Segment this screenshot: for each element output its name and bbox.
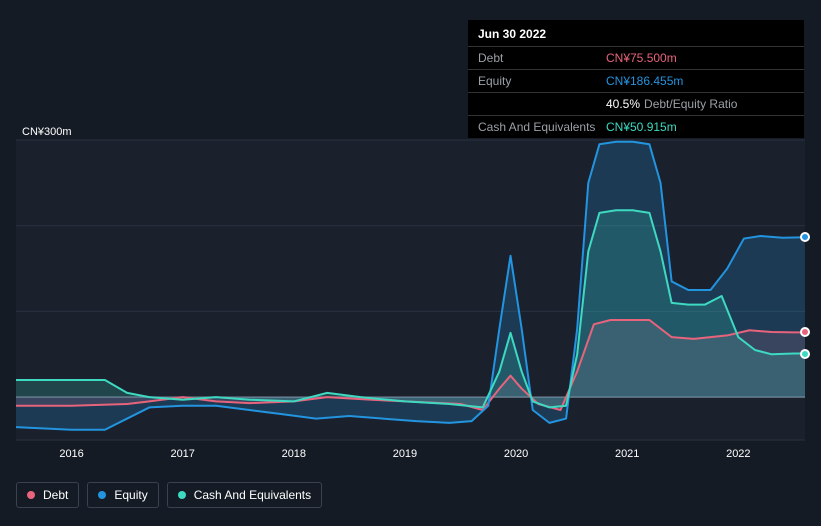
tooltip-label: Equity	[478, 74, 606, 88]
series-endpoint	[800, 327, 810, 337]
legend-item-debt[interactable]: Debt	[16, 482, 79, 508]
x-tick-label: 2019	[393, 448, 417, 460]
legend-item-equity[interactable]: Equity	[87, 482, 158, 508]
tooltip-date: Jun 30 2022	[468, 20, 804, 47]
legend-label: Cash And Equivalents	[194, 488, 311, 502]
legend: Debt Equity Cash And Equivalents	[16, 482, 322, 508]
tooltip-value: 40.5%Debt/Equity Ratio	[606, 97, 737, 111]
legend-label: Equity	[114, 488, 147, 502]
series-endpoint	[800, 232, 810, 242]
tooltip-row: EquityCN¥186.455m	[468, 70, 804, 93]
x-tick-label: 2016	[59, 448, 83, 460]
x-tick-label: 2022	[726, 448, 750, 460]
legend-dot-icon	[27, 491, 35, 499]
x-tick-label: 2018	[282, 448, 306, 460]
tooltip-label: Debt	[478, 51, 606, 65]
tooltip-value: CN¥186.455m	[606, 74, 683, 88]
x-tick-label: 2017	[170, 448, 194, 460]
legend-dot-icon	[178, 491, 186, 499]
tooltip-row: 40.5%Debt/Equity Ratio	[468, 93, 804, 116]
tooltip-label	[478, 97, 606, 111]
series-endpoint	[800, 349, 810, 359]
chart-plot[interactable]	[16, 140, 805, 440]
tooltip-value: CN¥75.500m	[606, 51, 677, 65]
legend-dot-icon	[98, 491, 106, 499]
tooltip-row: DebtCN¥75.500m	[468, 47, 804, 70]
x-tick-label: 2020	[504, 448, 528, 460]
legend-item-cash-and-equivalents[interactable]: Cash And Equivalents	[167, 482, 322, 508]
legend-label: Debt	[43, 488, 68, 502]
chart-area: CN¥300mCN¥0-CN¥50m	[16, 120, 805, 460]
x-axis: 2016 2017 2018 2019 2020 2021 2022	[16, 448, 805, 468]
tooltip-sublabel: Debt/Equity Ratio	[644, 97, 737, 111]
x-tick-label: 2021	[615, 448, 639, 460]
y-tick-label: CN¥300m	[22, 126, 72, 138]
